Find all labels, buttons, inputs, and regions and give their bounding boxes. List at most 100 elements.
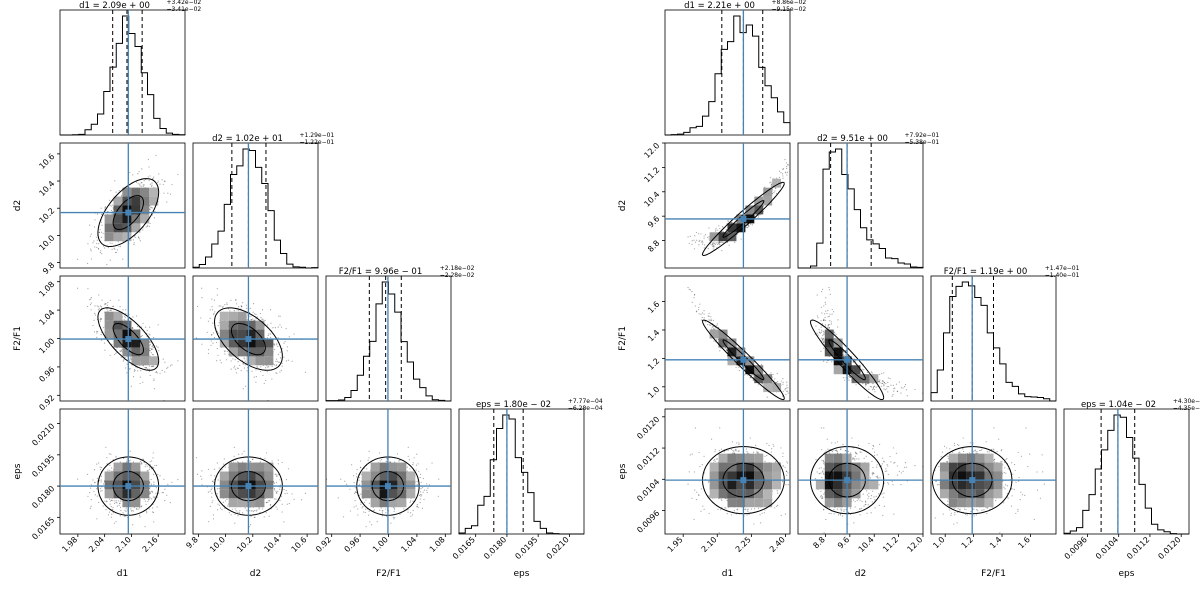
sample-point <box>379 452 380 453</box>
sample-point <box>208 521 209 522</box>
sample-point <box>104 501 105 502</box>
sample-point <box>210 318 211 319</box>
density-cell <box>123 214 132 223</box>
sample-point <box>149 175 150 176</box>
sample-point <box>369 451 370 452</box>
sample-point <box>418 471 419 472</box>
sample-point <box>249 461 250 462</box>
sample-point <box>96 243 97 244</box>
sample-point <box>101 476 102 477</box>
sample-point <box>132 524 133 525</box>
sample-point <box>156 487 157 488</box>
sample-point <box>129 369 130 370</box>
sample-point <box>274 488 275 489</box>
density-cell <box>105 232 114 241</box>
density-cell <box>220 480 229 489</box>
title-plus: +1.29e−01 <box>300 132 335 139</box>
sample-point <box>692 240 693 241</box>
sample-point <box>420 477 421 478</box>
sample-point <box>379 510 380 511</box>
sample-point <box>101 490 102 491</box>
sample-point <box>365 500 366 501</box>
hist-panel-F2/F1: F2/F1 = 9.96e − 01+2.18e−02−2.28e−02 <box>326 265 475 401</box>
sample-point <box>100 491 101 492</box>
sample-point <box>138 509 139 510</box>
sample-point <box>100 467 101 468</box>
sample-point <box>272 460 273 461</box>
sample-point <box>363 511 364 512</box>
title-minus: −2.28e−02 <box>440 272 475 279</box>
sample-point <box>91 499 92 500</box>
sample-point <box>144 499 145 500</box>
sample-point <box>119 503 120 504</box>
sample-point <box>96 488 97 489</box>
sample-point <box>211 493 212 494</box>
sample-point <box>149 226 150 227</box>
sample-point <box>265 367 266 368</box>
sample-point <box>94 219 95 220</box>
sample-point <box>245 507 246 508</box>
sample-point <box>283 357 284 358</box>
sample-point <box>260 366 261 367</box>
x-tick-label: 1.08 <box>428 535 447 554</box>
sample-point <box>265 320 266 321</box>
sample-point <box>260 317 261 318</box>
sample-point <box>153 481 154 482</box>
sample-point <box>94 482 95 483</box>
sample-point <box>154 465 155 466</box>
sample-point <box>142 229 143 230</box>
sample-point <box>219 488 220 489</box>
sample-point <box>719 244 720 245</box>
sample-point <box>274 364 275 365</box>
sample-point <box>77 288 78 289</box>
sample-point <box>120 501 121 502</box>
sample-point <box>122 259 123 260</box>
sample-point <box>227 505 228 506</box>
x-tick-label: 0.0165 <box>451 535 477 561</box>
sample-point <box>96 337 97 338</box>
sample-point <box>155 493 156 494</box>
sample-point <box>253 312 254 313</box>
sample-point <box>216 342 217 343</box>
y-tick-label: 0.92 <box>37 393 56 412</box>
sample-point <box>390 523 391 524</box>
sample-point <box>287 504 288 505</box>
density-cell <box>220 312 229 321</box>
sample-point <box>147 225 148 226</box>
sample-point <box>116 192 117 193</box>
x-axis-label: F2/F1 <box>376 569 401 579</box>
sample-point <box>94 246 95 247</box>
sample-point <box>234 514 235 515</box>
sample-point <box>151 498 152 499</box>
sample-point <box>121 350 122 351</box>
sample-point <box>140 461 141 462</box>
sample-point <box>113 306 114 307</box>
sample-point <box>239 512 240 513</box>
density-cell <box>229 463 238 472</box>
sample-point <box>120 510 121 511</box>
sample-point <box>136 508 137 509</box>
sample-point <box>100 250 101 251</box>
sample-point <box>105 447 106 448</box>
sample-point <box>408 456 409 457</box>
y-tick-label: 10.6 <box>37 152 56 171</box>
sample-point <box>207 332 208 333</box>
sample-point <box>276 476 277 477</box>
sample-point <box>361 474 362 475</box>
sample-point <box>94 305 95 306</box>
panel-title: F2/F1 = 9.96e − 01 <box>339 267 422 277</box>
sample-point <box>152 354 153 355</box>
sample-point <box>197 474 198 475</box>
sample-point <box>109 310 110 311</box>
sample-point <box>251 510 252 511</box>
sample-point <box>124 316 125 317</box>
sample-point <box>123 360 124 361</box>
sample-point <box>125 317 126 318</box>
sample-point <box>101 253 102 254</box>
sample-point <box>382 512 383 513</box>
density-cell <box>264 356 273 365</box>
sample-point <box>170 502 171 503</box>
sample-point <box>164 500 165 501</box>
hist-panel-d1: d1 = 2.21e + 00+8.86e−02−9.15e−02 <box>665 0 806 135</box>
sample-point <box>250 524 251 525</box>
